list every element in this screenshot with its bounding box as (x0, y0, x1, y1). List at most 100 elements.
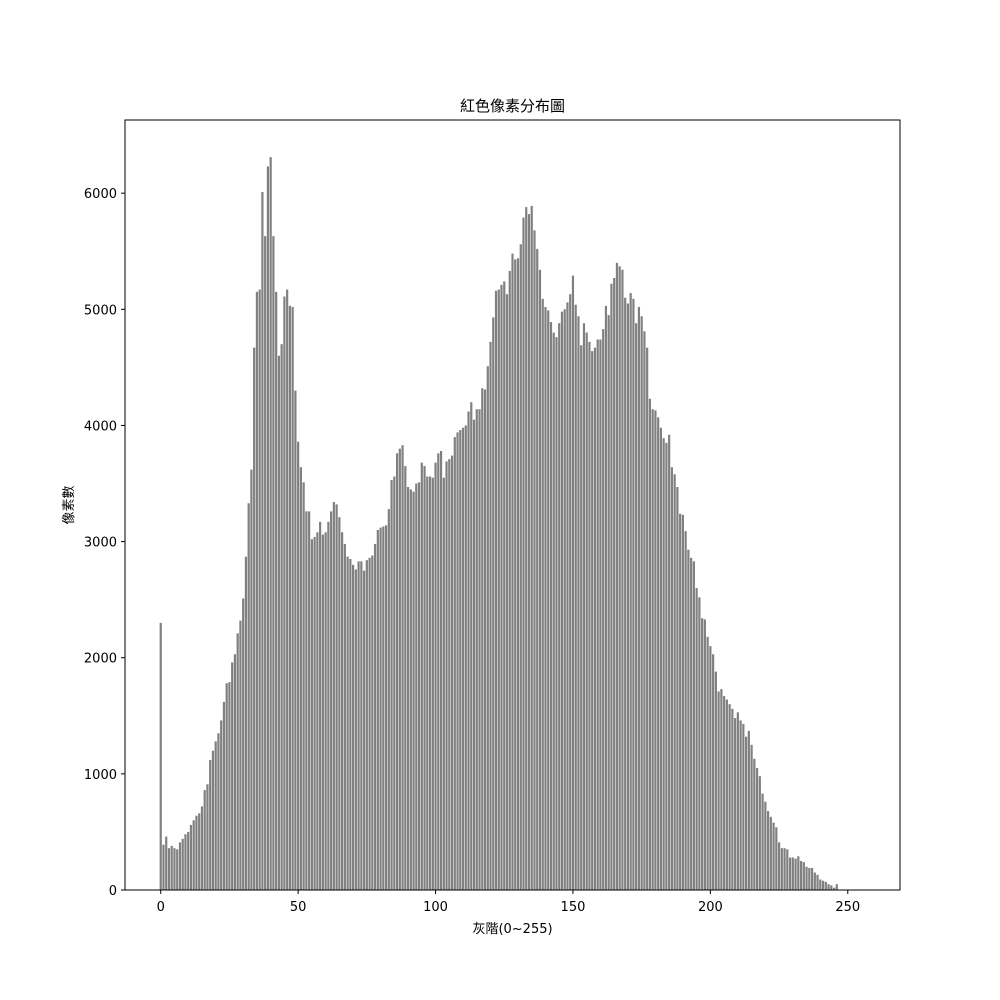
bar-66 (341, 532, 344, 890)
y-tick-label: 5000 (84, 303, 117, 318)
y-tick-label: 6000 (84, 187, 117, 202)
bar-230 (791, 857, 794, 890)
bar-151 (574, 304, 577, 890)
bar-92 (412, 491, 415, 890)
bar-78 (373, 543, 377, 890)
bar-154 (582, 323, 586, 890)
bar-35 (255, 291, 259, 890)
bar-83 (387, 509, 390, 890)
bar-82 (384, 525, 388, 890)
bar-90 (406, 487, 410, 890)
bar-241 (821, 880, 825, 890)
bar-193 (690, 557, 693, 890)
bar-117 (481, 388, 484, 890)
bar-110 (461, 427, 465, 890)
bar-179 (651, 409, 654, 890)
bar-134 (527, 214, 531, 890)
bar-170 (626, 303, 630, 890)
bar-46 (286, 289, 289, 890)
bar-61 (327, 521, 330, 890)
bar-103 (442, 477, 445, 890)
bar-217 (755, 768, 759, 890)
bar-196 (698, 597, 701, 890)
bar-174 (637, 306, 641, 891)
bar-238 (813, 872, 816, 890)
bar-209 (734, 718, 737, 890)
bar-160 (599, 339, 602, 890)
bar-69 (349, 559, 352, 890)
bar-29 (239, 620, 242, 890)
bar-127 (508, 270, 511, 891)
bar-231 (794, 858, 797, 890)
bar-243 (827, 884, 830, 890)
bar-166 (615, 262, 619, 891)
bar-57 (316, 532, 319, 890)
bar-30 (242, 598, 245, 890)
bar-28 (236, 633, 239, 890)
bar-195 (695, 588, 698, 890)
bar-111 (464, 425, 467, 890)
bar-129 (514, 259, 517, 890)
bar-185 (668, 434, 671, 890)
bar-98 (428, 476, 432, 890)
bar-64 (335, 504, 338, 890)
bar-192 (687, 549, 690, 890)
bar-229 (788, 857, 792, 890)
bar-207 (728, 704, 731, 890)
bar-71 (354, 569, 357, 890)
bar-177 (646, 347, 649, 890)
bar-203 (717, 691, 720, 890)
bar-13 (195, 815, 198, 890)
bar-165 (613, 277, 616, 890)
bar-25 (228, 682, 231, 890)
bar-32 (247, 503, 250, 890)
bar-188 (676, 487, 679, 890)
bar-234 (802, 862, 805, 890)
bar-194 (692, 561, 695, 890)
bar-36 (258, 289, 261, 890)
bar-24 (225, 683, 228, 890)
x-tick-label: 250 (835, 900, 860, 915)
bar-218 (758, 776, 761, 890)
bar-75 (365, 560, 368, 890)
bar-91 (409, 489, 412, 890)
bar-56 (313, 536, 316, 890)
bar-153 (580, 345, 583, 890)
bar-88 (401, 445, 404, 890)
bar-131 (519, 244, 522, 890)
bar-62 (330, 511, 333, 890)
bar-236 (808, 867, 811, 890)
bar-116 (478, 409, 481, 890)
y-tick-label: 2000 (84, 652, 117, 667)
bar-158 (593, 347, 597, 890)
bar-145 (558, 323, 561, 890)
bar-191 (684, 531, 687, 890)
bar-73 (360, 561, 363, 890)
bar-202 (714, 671, 717, 890)
bar-132 (522, 217, 525, 890)
bar-118 (483, 389, 487, 890)
bar-119 (486, 366, 489, 891)
bar-237 (810, 867, 814, 890)
chart-title: 紅色像素分布圖 (460, 97, 565, 115)
bar-214 (747, 730, 750, 890)
bar-246 (835, 884, 838, 890)
bar-210 (736, 712, 739, 890)
bar-10 (187, 831, 190, 890)
bar-17 (206, 784, 209, 890)
bar-63 (332, 502, 335, 890)
bar-138 (538, 269, 542, 890)
bar-33 (250, 469, 253, 890)
bar-20 (214, 741, 217, 890)
bar-173 (635, 323, 638, 890)
bar-220 (764, 801, 767, 890)
bar-149 (569, 294, 572, 891)
bar-201 (712, 654, 715, 890)
bar-114 (472, 419, 476, 890)
bar-136 (533, 230, 536, 890)
bar-31 (244, 556, 248, 890)
bar-163 (607, 315, 610, 890)
bar-106 (450, 455, 454, 890)
bar-182 (659, 427, 662, 890)
bar-108 (456, 432, 459, 890)
